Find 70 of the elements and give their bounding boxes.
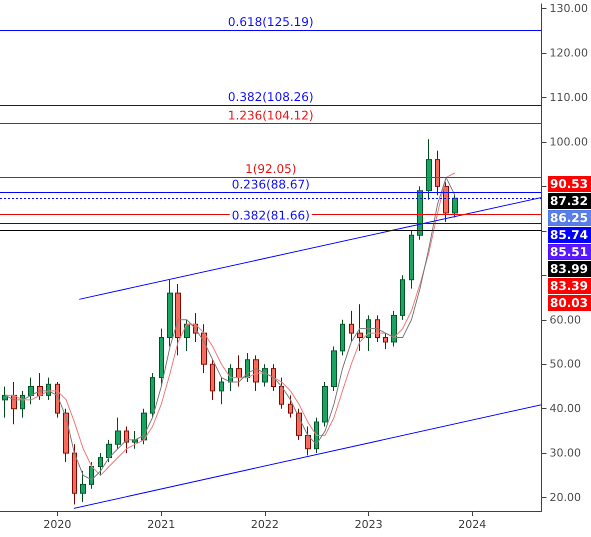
candlestick bbox=[305, 426, 311, 456]
candlestick bbox=[159, 328, 164, 387]
text: 83.39 bbox=[550, 278, 588, 293]
candlestick bbox=[435, 150, 440, 196]
candlestick bbox=[28, 377, 34, 405]
y-tick-label: 30.00 bbox=[550, 446, 582, 460]
candlestick bbox=[106, 439, 112, 463]
text: 85.51 bbox=[550, 244, 588, 259]
y-tick-label: 110.00 bbox=[550, 90, 588, 104]
ref-line-label: 0.382(108.26) bbox=[228, 90, 314, 104]
y-tick-label: 100.00 bbox=[550, 135, 588, 148]
ref-line-label: 1(92.05) bbox=[245, 162, 296, 176]
candlestick bbox=[391, 310, 397, 347]
candlestick bbox=[219, 377, 224, 405]
candlestick bbox=[72, 444, 77, 505]
ref-line-label: 0.618(125.19) bbox=[228, 14, 314, 29]
candlestick bbox=[296, 408, 302, 440]
candlestick bbox=[409, 230, 414, 290]
candlestick bbox=[279, 377, 284, 410]
candlestick bbox=[175, 284, 181, 356]
x-tick-label: 2023 bbox=[354, 518, 383, 531]
candlestick bbox=[2, 386, 8, 418]
y-tick-label: 130.00 bbox=[550, 2, 588, 15]
candlestick bbox=[150, 372, 155, 418]
candlestick bbox=[210, 359, 215, 400]
candlestick bbox=[253, 354, 259, 392]
text: 86.25 bbox=[550, 210, 588, 225]
candlestick bbox=[115, 417, 121, 450]
candlestick bbox=[184, 319, 190, 352]
text: 90.53 bbox=[550, 176, 588, 191]
candlestick bbox=[426, 138, 432, 200]
text: 85.74 bbox=[550, 228, 588, 242]
candlestick bbox=[357, 304, 363, 352]
y-tick-label: 120.00 bbox=[550, 46, 588, 60]
ref-line-label: 0.236(88.67) bbox=[232, 177, 310, 192]
candlestick bbox=[124, 426, 129, 454]
y-tick-label: 60.00 bbox=[550, 313, 582, 326]
candlestick bbox=[236, 354, 242, 387]
candlestick bbox=[443, 181, 449, 222]
candlestick bbox=[331, 346, 337, 392]
x-tick-label: 2021 bbox=[147, 518, 176, 531]
ref-line-label: 1.236(104.12) bbox=[228, 108, 314, 123]
x-tick-label: 2024 bbox=[458, 518, 486, 531]
candlestick bbox=[201, 324, 207, 374]
candlestick bbox=[340, 319, 345, 356]
candlestick bbox=[271, 364, 276, 392]
candlestick bbox=[322, 382, 328, 427]
text: 80.03 bbox=[550, 296, 588, 310]
candlestick bbox=[288, 394, 293, 418]
candlestick bbox=[167, 279, 173, 347]
candlestick bbox=[132, 430, 138, 450]
candlestick bbox=[383, 332, 388, 350]
text: 83.99 bbox=[550, 262, 588, 276]
y-tick-label: 20.00 bbox=[550, 491, 582, 504]
y-tick-label: 50.00 bbox=[550, 358, 582, 371]
candlestick bbox=[98, 452, 103, 476]
candlestick bbox=[63, 408, 69, 463]
candlestick bbox=[452, 194, 458, 218]
candlestick bbox=[349, 310, 354, 342]
ref-line-label: 0.382(81.66) bbox=[232, 208, 310, 222]
candlestick bbox=[11, 382, 17, 425]
text: 87.32 bbox=[550, 194, 588, 208]
candlestick bbox=[89, 462, 94, 490]
x-tick-label: 2022 bbox=[250, 518, 279, 531]
candlestick bbox=[80, 470, 86, 503]
candlestick bbox=[262, 364, 268, 387]
candlestick bbox=[400, 274, 405, 320]
x-tick-label: 2020 bbox=[43, 518, 72, 531]
candlestick bbox=[245, 352, 250, 383]
y-tick-label: 40.00 bbox=[550, 402, 582, 416]
